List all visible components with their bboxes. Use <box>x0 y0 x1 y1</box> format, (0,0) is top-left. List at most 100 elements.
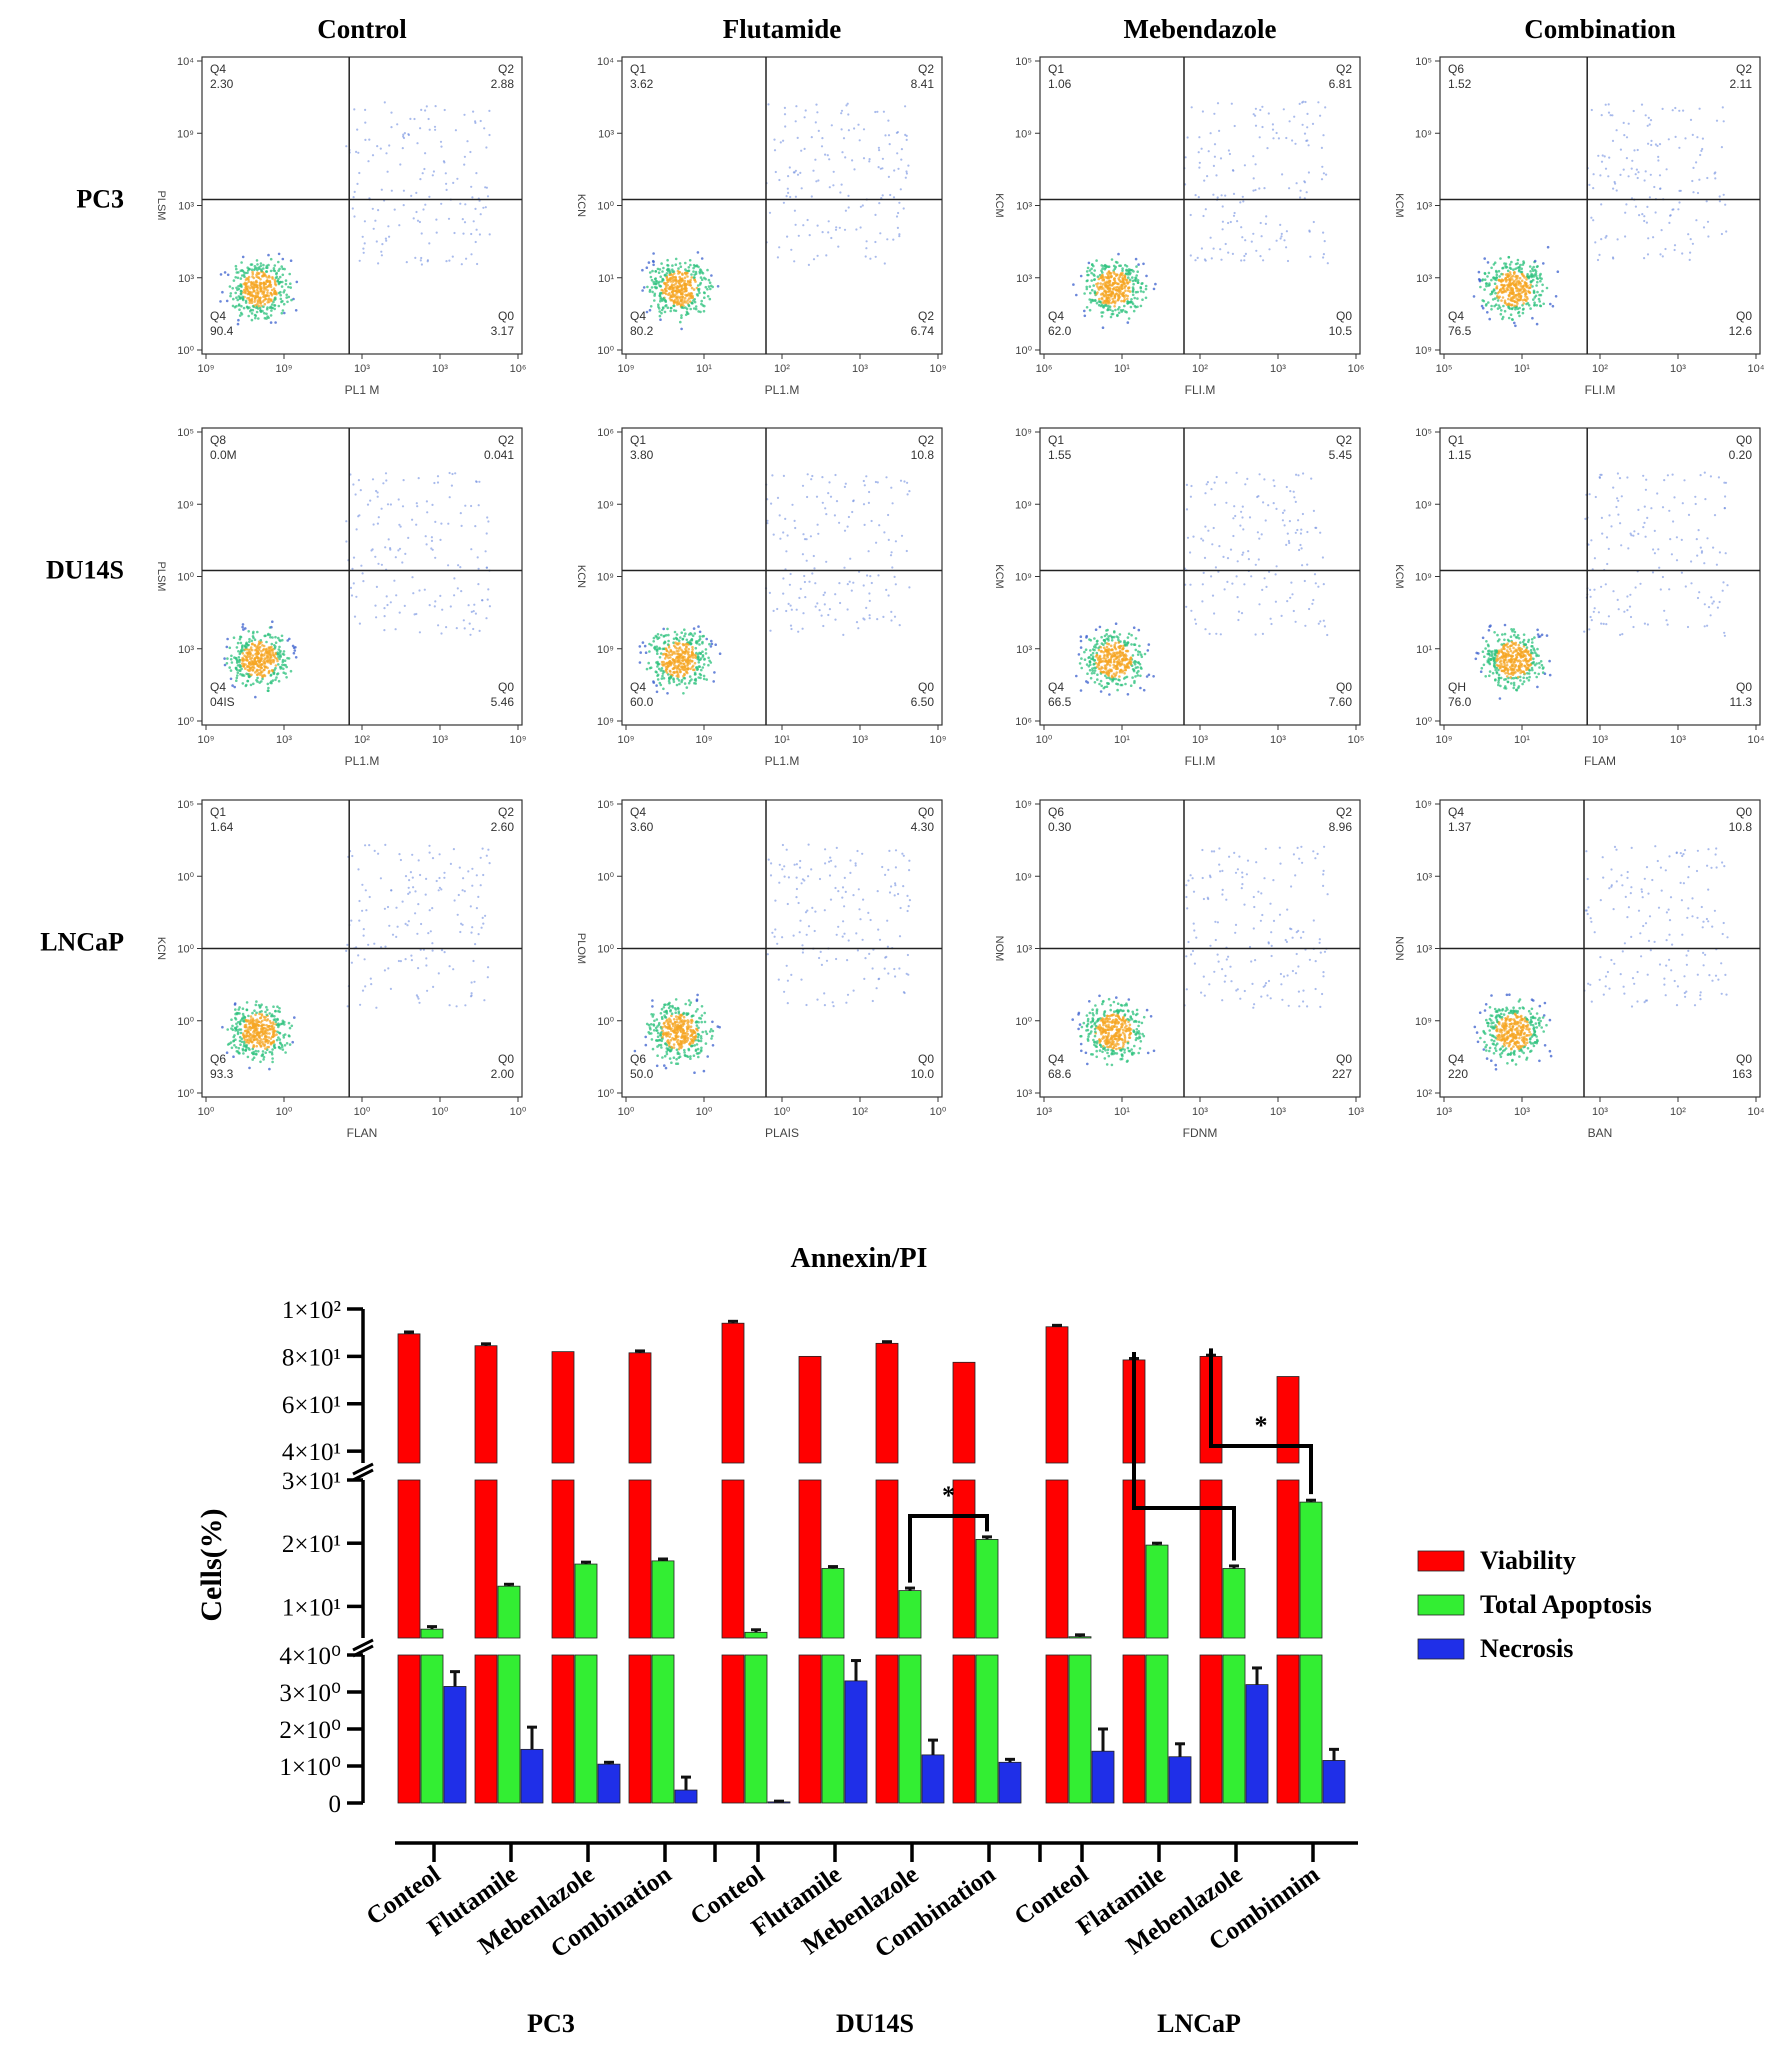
cell-dot <box>1257 531 1259 533</box>
cell-dot <box>655 684 658 687</box>
cell-dot <box>1483 664 1486 667</box>
cell-dot <box>901 148 903 150</box>
cell-dot <box>1657 548 1659 550</box>
cell-dot <box>1281 173 1283 175</box>
cell-dot <box>1089 649 1092 652</box>
cell-dot <box>1272 129 1274 131</box>
cell-dot <box>1126 298 1129 301</box>
cell-dot <box>1509 267 1512 270</box>
cell-dot <box>687 659 690 662</box>
cell-dot <box>708 285 711 288</box>
cell-dot <box>1145 288 1148 291</box>
cell-dot <box>891 566 893 568</box>
cell-dot <box>253 269 256 272</box>
quadrant-percent: 62.0 <box>1048 324 1072 338</box>
quadrant-name: Q4 <box>210 680 226 694</box>
cell-dot <box>487 588 489 590</box>
cell-dot <box>424 204 426 206</box>
cell-dot <box>1507 298 1510 301</box>
cell-dot <box>1515 286 1518 289</box>
cell-dot <box>1295 621 1297 623</box>
cell-dot <box>1526 646 1529 649</box>
quadrant-name: Q2 <box>498 433 514 447</box>
cell-dot <box>1505 263 1508 266</box>
x-axis-label: FLAM <box>1584 754 1616 768</box>
cell-dot <box>1612 188 1614 190</box>
cell-dot <box>251 657 254 660</box>
cell-dot <box>1689 252 1691 254</box>
quadrant-percent: 5.46 <box>491 695 515 709</box>
cell-dot <box>1612 487 1614 489</box>
cell-dot <box>684 682 687 685</box>
cell-dot <box>1102 643 1105 646</box>
quadrant-percent: 1.15 <box>1448 448 1472 462</box>
cell-dot <box>1623 134 1625 136</box>
cell-dot <box>1128 317 1131 320</box>
cell-dot <box>1504 658 1507 661</box>
cell-dot <box>1681 539 1683 541</box>
cell-dot <box>1490 279 1493 282</box>
cell-dot <box>829 608 831 610</box>
cell-dot <box>427 260 429 262</box>
cell-dot <box>1127 665 1130 668</box>
cell-dot <box>1107 635 1110 638</box>
cell-dot <box>889 143 891 145</box>
cell-dot <box>399 163 401 165</box>
cell-dot <box>1204 628 1206 630</box>
cell-dot <box>849 558 851 560</box>
cell-dot <box>264 282 267 285</box>
cell-dot <box>453 594 455 596</box>
cell-dot <box>701 257 704 260</box>
cell-dot <box>1615 506 1617 508</box>
cell-dot <box>1632 535 1634 537</box>
cell-dot <box>1278 137 1280 139</box>
cell-dot <box>233 279 236 282</box>
cell-dot <box>1300 532 1302 534</box>
cell-dot <box>1500 309 1503 312</box>
cell-dot <box>1721 233 1723 235</box>
cell-dot <box>1089 309 1092 312</box>
cell-dot <box>835 226 837 228</box>
cell-dot <box>839 227 841 229</box>
cell-dot <box>477 583 479 585</box>
cell-dot <box>694 673 697 676</box>
cell-dot <box>1096 665 1099 668</box>
cell-dot <box>229 647 232 650</box>
cell-dot <box>811 572 813 574</box>
quadrant-name: Q0 <box>1736 433 1752 447</box>
cell-dot <box>874 214 876 216</box>
cell-dot <box>1647 143 1649 145</box>
quadrant-name: Q4 <box>630 680 646 694</box>
cell-dot <box>662 661 665 664</box>
cell-dot <box>231 684 234 687</box>
cell-dot <box>1589 589 1591 591</box>
cell-dot <box>278 253 281 256</box>
cell-dot <box>470 253 472 255</box>
cell-dot <box>678 271 681 274</box>
cell-dot <box>658 647 661 650</box>
cell-dot <box>1117 288 1120 291</box>
cell-dot <box>1143 689 1146 692</box>
cell-dot <box>1198 167 1200 169</box>
cell-dot <box>888 176 890 178</box>
cell-dot <box>1129 290 1132 293</box>
cell-dot <box>390 601 392 603</box>
cell-dot <box>1095 628 1098 631</box>
cell-dot <box>237 642 240 645</box>
cell-dot <box>1626 157 1628 159</box>
cell-dot <box>1495 287 1498 290</box>
cell-dot <box>1646 222 1648 224</box>
cell-dot <box>271 307 274 310</box>
cell-dot <box>642 641 645 644</box>
cell-dot <box>1513 682 1516 685</box>
cell-dot <box>1710 614 1712 616</box>
cell-dot <box>1233 215 1235 217</box>
cell-dot <box>1135 265 1138 268</box>
cell-dot <box>1086 279 1089 282</box>
cell-dot <box>703 296 706 299</box>
cell-dot <box>663 635 666 638</box>
cell-dot <box>257 301 260 304</box>
cell-dot <box>1152 675 1155 678</box>
cell-dot <box>778 246 780 248</box>
cell-dot <box>1284 524 1286 526</box>
